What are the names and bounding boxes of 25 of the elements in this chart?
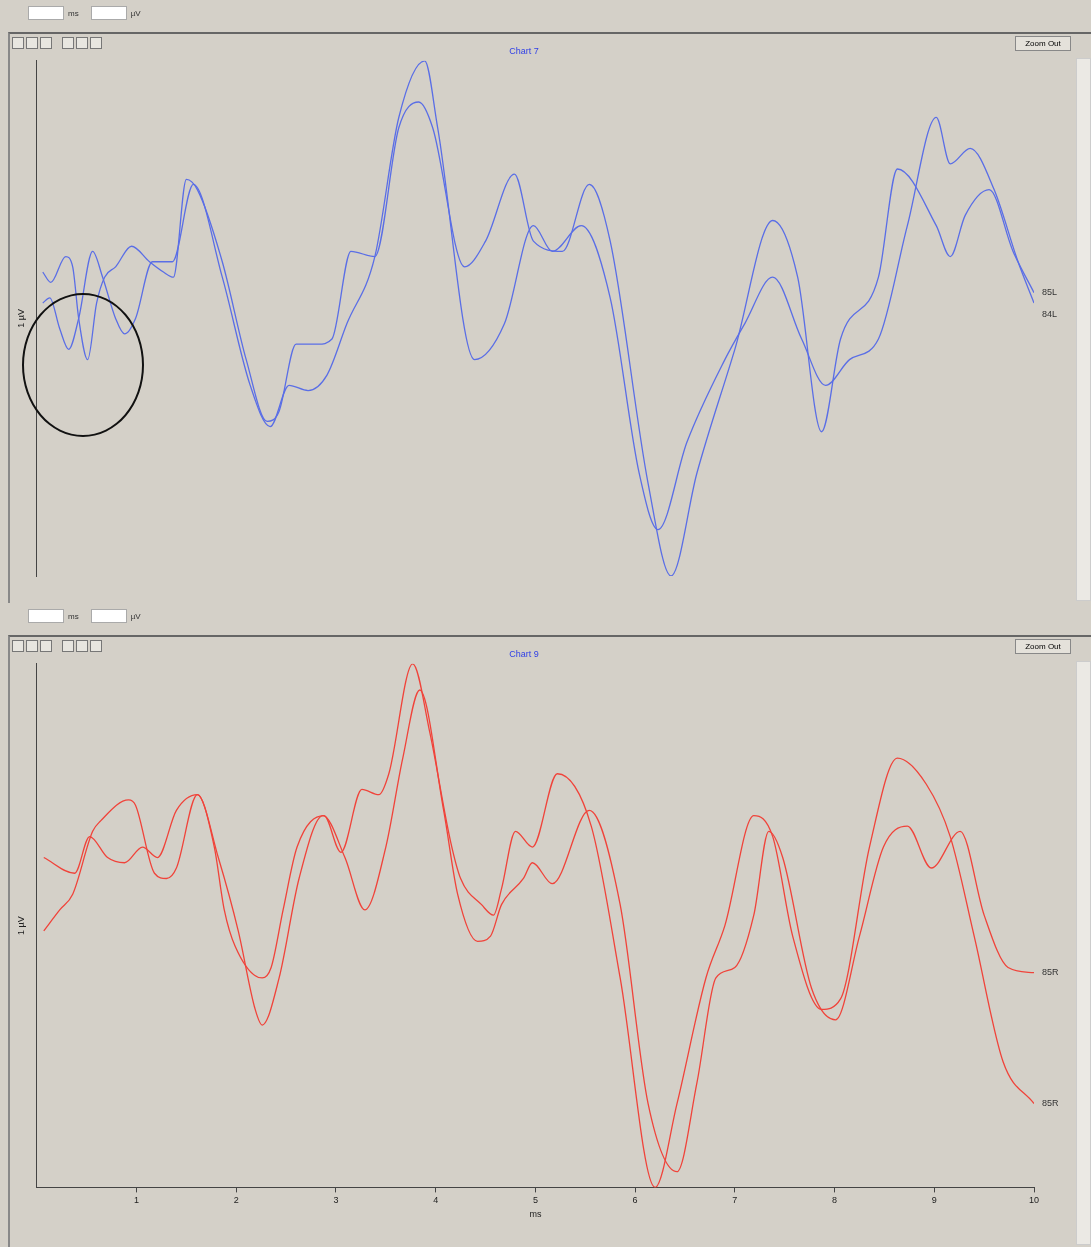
series-label: 85L [1042, 287, 1058, 298]
text: Zoom Out [1015, 639, 1071, 654]
y-axis-title: 1 µV [15, 309, 26, 328]
x-tick-label: 6 [632, 1195, 638, 1206]
x-tick-label: 1 [134, 1195, 140, 1206]
x-tick-label: 8 [832, 1195, 838, 1206]
x-tick-label: 5 [532, 1195, 538, 1206]
text: µV [130, 8, 141, 18]
series-label: 85R [1042, 967, 1060, 978]
text: Zoom Out [1015, 36, 1071, 51]
x-tick-label: 2 [233, 1195, 239, 1206]
series-label: 85R [1042, 1098, 1060, 1109]
x-tick-label: 10 [1028, 1195, 1040, 1206]
chart-title: Chart 7 [509, 45, 539, 56]
chart-title: Chart 9 [509, 648, 539, 659]
y-axis-title: 1 µV [15, 916, 26, 935]
x-tick-label: 4 [433, 1195, 439, 1206]
text: µV [130, 611, 141, 621]
x-tick-label: 7 [732, 1195, 738, 1206]
x-axis-title: ms [529, 1209, 542, 1220]
series-label: 84L [1042, 309, 1058, 320]
x-tick-label: 9 [931, 1195, 937, 1206]
x-tick-label: 3 [333, 1195, 339, 1206]
text: ms [68, 611, 79, 621]
text: ms [68, 8, 79, 18]
